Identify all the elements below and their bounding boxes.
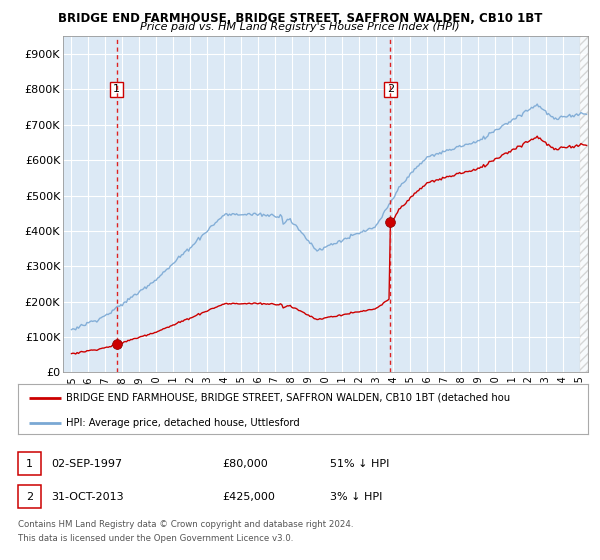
Text: HPI: Average price, detached house, Uttlesford: HPI: Average price, detached house, Uttl… <box>67 418 300 428</box>
Text: 51% ↓ HPI: 51% ↓ HPI <box>330 459 389 469</box>
Text: Contains HM Land Registry data © Crown copyright and database right 2024.: Contains HM Land Registry data © Crown c… <box>18 520 353 529</box>
Text: 02-SEP-1997: 02-SEP-1997 <box>51 459 122 469</box>
Text: 3% ↓ HPI: 3% ↓ HPI <box>330 492 382 502</box>
Text: This data is licensed under the Open Government Licence v3.0.: This data is licensed under the Open Gov… <box>18 534 293 543</box>
Text: BRIDGE END FARMHOUSE, BRIDGE STREET, SAFFRON WALDEN, CB10 1BT: BRIDGE END FARMHOUSE, BRIDGE STREET, SAF… <box>58 12 542 25</box>
Text: 1: 1 <box>113 85 120 95</box>
Text: 2: 2 <box>387 85 394 95</box>
Point <box>386 218 395 227</box>
Text: 2: 2 <box>26 492 33 502</box>
Text: Price paid vs. HM Land Registry's House Price Index (HPI): Price paid vs. HM Land Registry's House … <box>140 22 460 32</box>
Text: £425,000: £425,000 <box>222 492 275 502</box>
Text: BRIDGE END FARMHOUSE, BRIDGE STREET, SAFFRON WALDEN, CB10 1BT (detached hou: BRIDGE END FARMHOUSE, BRIDGE STREET, SAF… <box>67 393 511 403</box>
Point <box>112 339 121 348</box>
Text: £80,000: £80,000 <box>222 459 268 469</box>
Text: 1: 1 <box>26 459 33 469</box>
Text: 31-OCT-2013: 31-OCT-2013 <box>51 492 124 502</box>
